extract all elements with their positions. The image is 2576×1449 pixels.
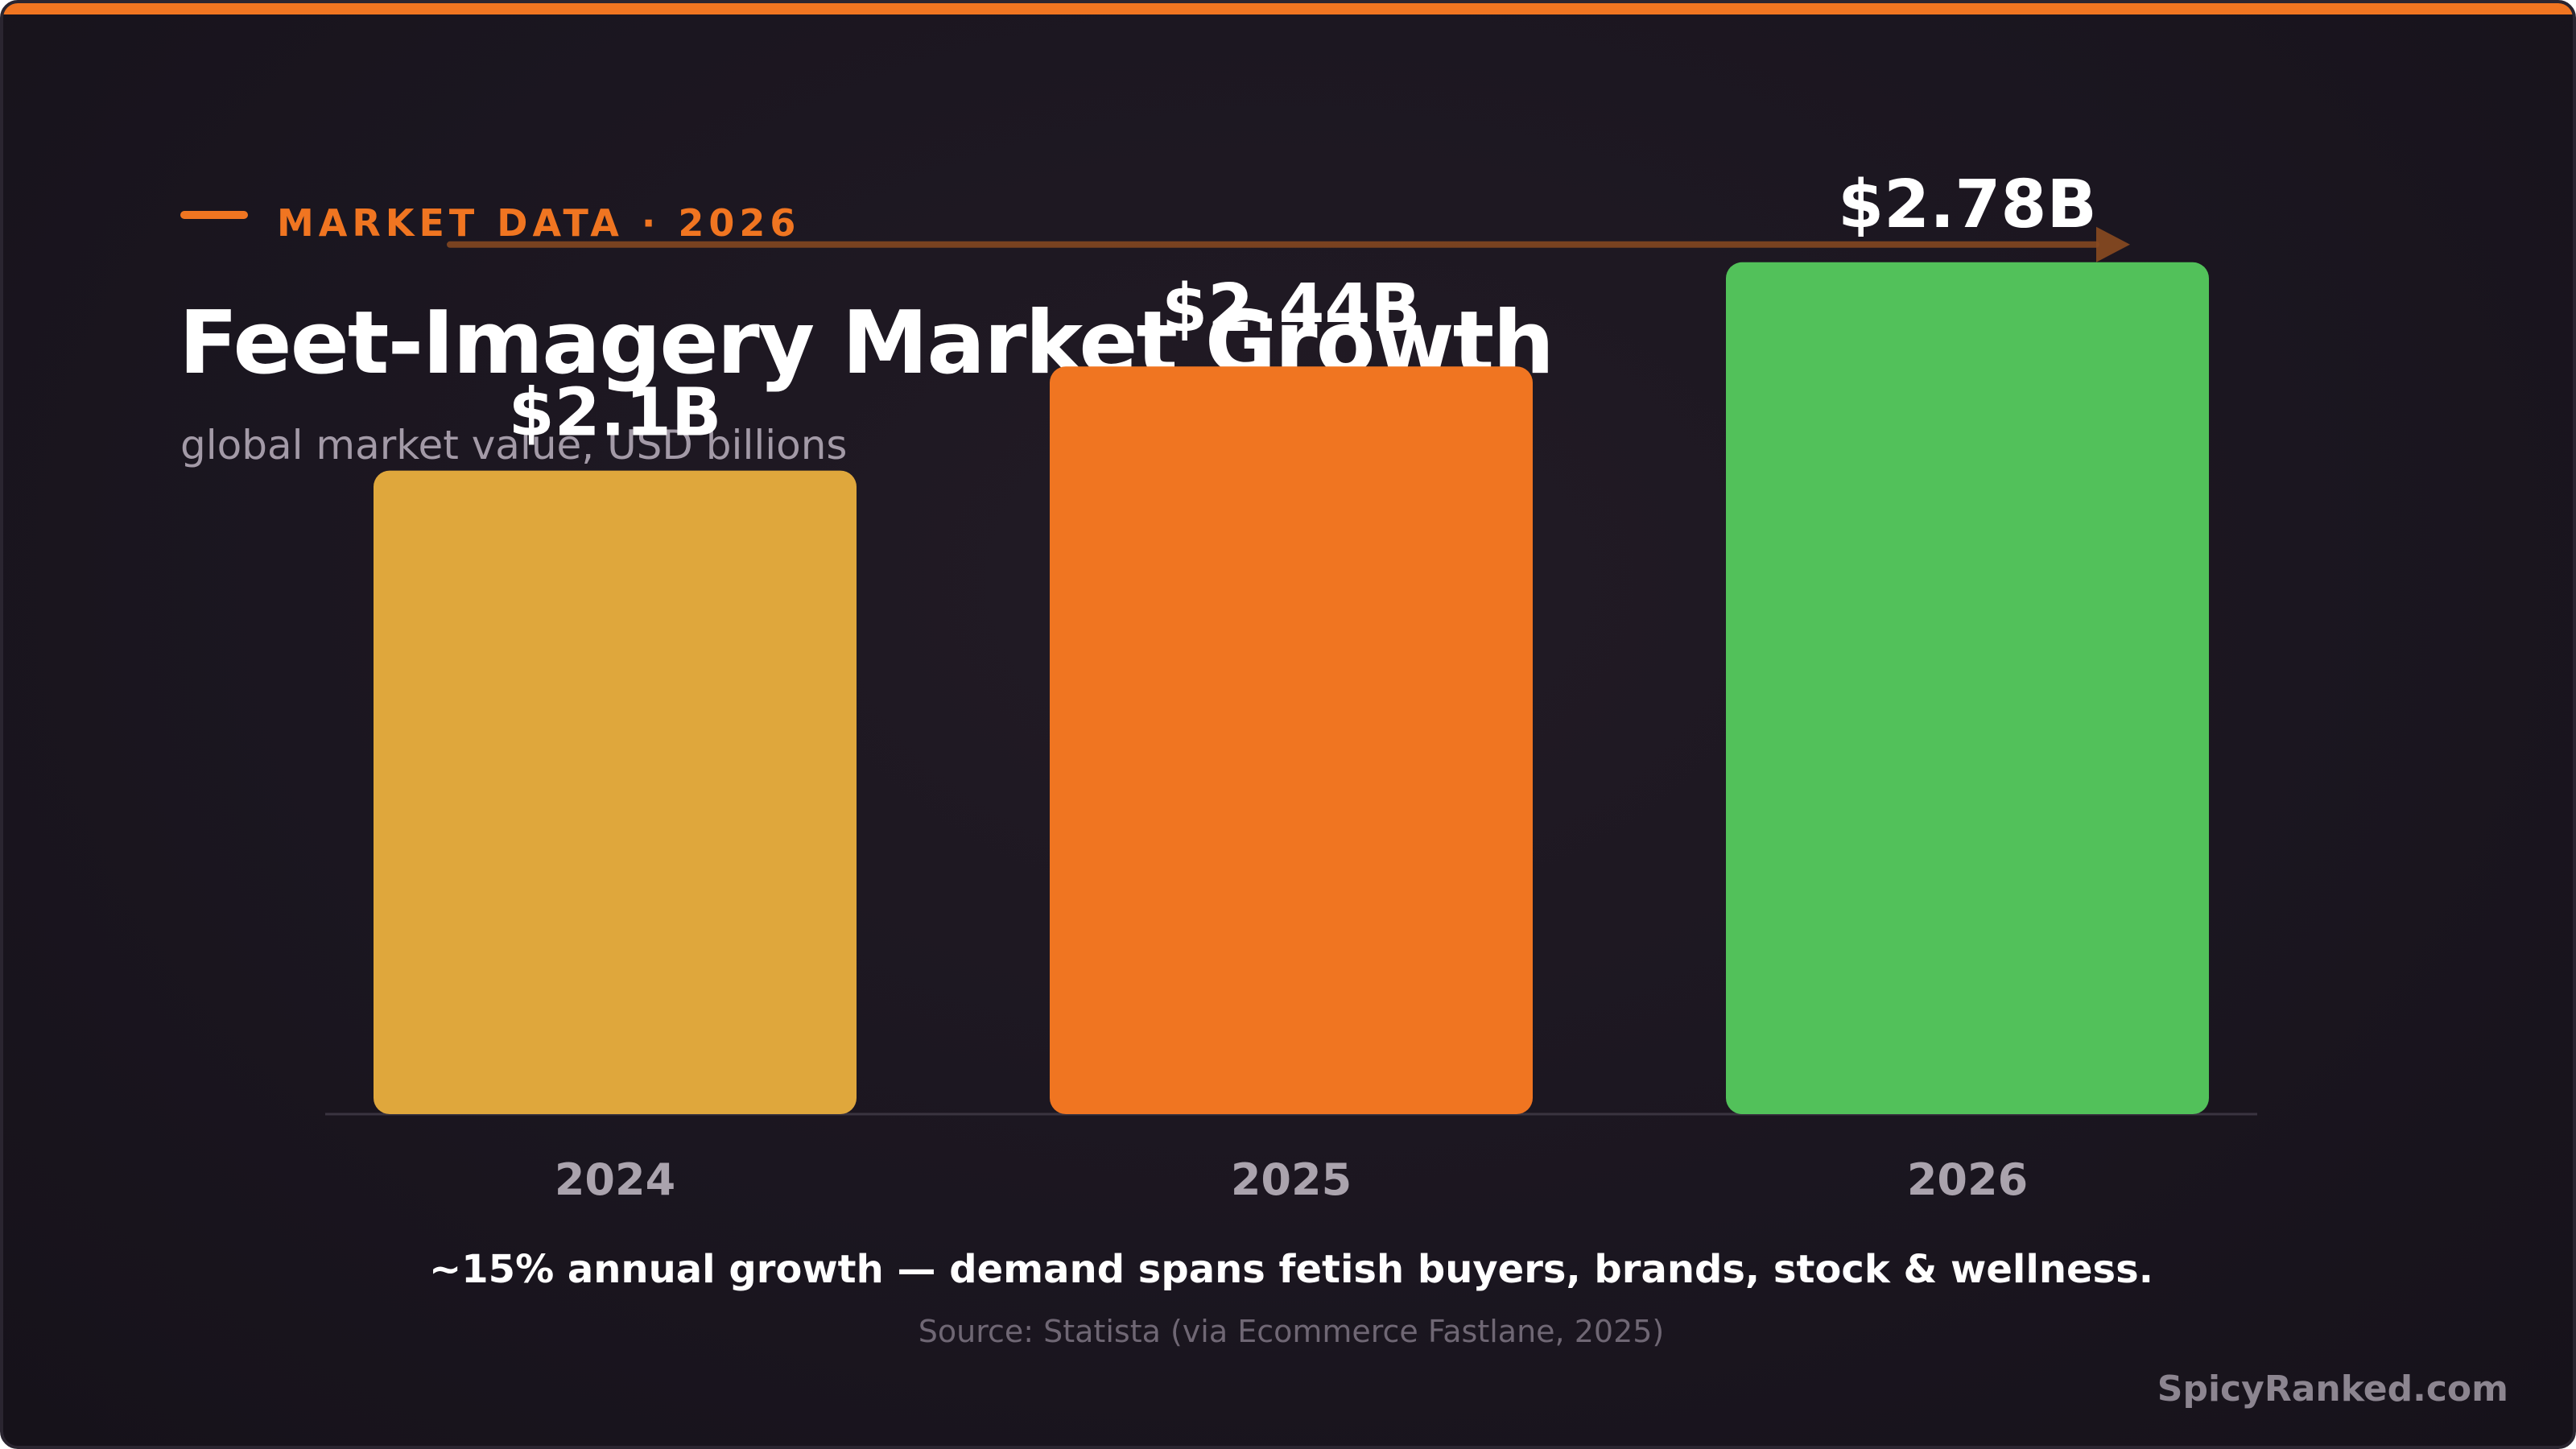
chart-subtitle: global market value, USD billions bbox=[180, 422, 848, 469]
source-note: Source: Statista (via Ecommerce Fastlane… bbox=[918, 1314, 1665, 1349]
data-label-2026: $2.78B bbox=[1838, 167, 2097, 243]
bar-2024 bbox=[374, 470, 857, 1114]
bar-chart: $2.1B 2024 $2.44B 2025 $2.78B 2026 bbox=[325, 167, 2257, 1205]
bar-2025 bbox=[1050, 366, 1533, 1114]
accent-strip bbox=[3, 3, 2573, 14]
x-tick-2024: 2024 bbox=[555, 1154, 675, 1205]
bar-2026 bbox=[1726, 262, 2209, 1115]
data-label-2025: $2.44B bbox=[1162, 270, 1421, 347]
eyebrow-label: MARKET DATA · 2026 bbox=[277, 201, 801, 245]
trend-arrow-head bbox=[2096, 226, 2130, 262]
x-tick-2026: 2026 bbox=[1907, 1154, 2028, 1205]
brand-watermark: SpicyRanked.com bbox=[2157, 1368, 2508, 1410]
eyebrow-dash bbox=[180, 211, 248, 219]
data-label-2024: $2.1B bbox=[509, 375, 722, 452]
growth-caption: ~15% annual growth — demand spans fetish… bbox=[429, 1247, 2153, 1292]
x-tick-2025: 2025 bbox=[1231, 1154, 1352, 1205]
